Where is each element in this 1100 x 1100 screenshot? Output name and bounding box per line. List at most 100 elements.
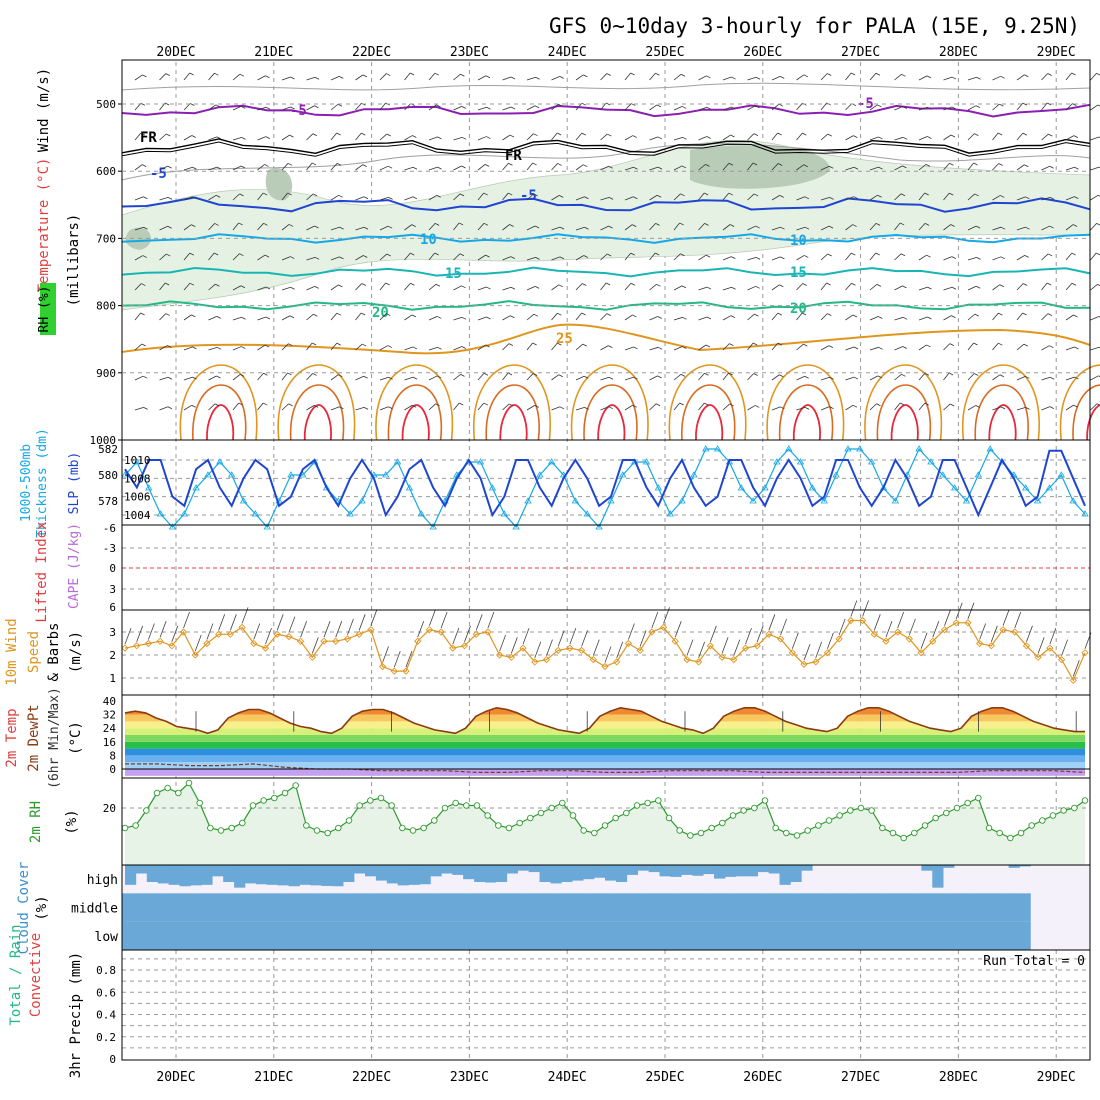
wind10m-point [858, 616, 867, 625]
wind-barb-10m [335, 621, 343, 638]
wind-barb [379, 196, 389, 201]
cloud-bar-middle [681, 893, 693, 922]
wind-barb [1000, 406, 1006, 410]
wind-barb [780, 406, 785, 410]
wind10m-point [975, 639, 984, 648]
wind-barb [526, 105, 536, 111]
wind-barb [461, 285, 466, 289]
wind-barb [412, 135, 417, 138]
cloud-bar-low [441, 921, 453, 950]
cloud-bar-middle [572, 893, 584, 922]
cloud-bar-edge [122, 893, 125, 950]
rh-point [612, 814, 619, 822]
wind-barb [191, 314, 196, 318]
cloud-bar-middle [1019, 893, 1031, 922]
wind-barb [483, 192, 488, 196]
wind-barb [673, 165, 683, 171]
wind-barb [526, 76, 536, 81]
wind-barb [404, 252, 411, 261]
wind10m-point [917, 649, 925, 657]
thickness-point [583, 510, 591, 517]
wind-barb-10m [1049, 627, 1057, 645]
wind-barb [606, 313, 612, 316]
thickness-point [642, 458, 651, 465]
wind-barb [1016, 255, 1025, 261]
wind-barb [437, 136, 442, 140]
wind-barb [753, 133, 759, 137]
date-label-bottom: 20DEC [156, 1070, 195, 1085]
wind-barb [167, 376, 173, 380]
wind-barb [526, 405, 535, 411]
wind-barb [355, 132, 362, 141]
precip-tick-label: 0.8 [96, 964, 116, 977]
wind-barb [655, 72, 660, 76]
rh-point [847, 807, 854, 814]
wind-barb [183, 224, 192, 231]
wind10m-point [296, 637, 305, 645]
wind-barb [1025, 196, 1030, 200]
wind-barb-10m [347, 618, 354, 636]
wind-barb [208, 346, 218, 351]
rh-shading [690, 145, 830, 189]
wind-barb [1071, 282, 1077, 286]
wind-barb [584, 406, 589, 410]
wind-barb [1041, 376, 1051, 381]
wind-barb [1041, 73, 1049, 81]
wind-barb [624, 376, 634, 381]
cloud-bar-low [474, 921, 486, 950]
wind-barb-10m [850, 600, 858, 617]
wind-barb [510, 315, 515, 319]
wind-barb [779, 195, 784, 198]
temp-tick-label: 40 [103, 695, 116, 708]
wind-barb [1096, 252, 1100, 256]
cloud-bar-low [768, 921, 780, 950]
wind-barb-10m [265, 627, 272, 645]
cloud-bar-high [397, 865, 409, 886]
thickness-point [1069, 497, 1077, 504]
wind-barb [1065, 103, 1073, 111]
cloud-bar-high [615, 865, 628, 882]
wind-barb [159, 253, 167, 261]
bl-contour-40 [1086, 404, 1100, 441]
wind10m-point [589, 655, 597, 664]
wind-barb [608, 196, 614, 200]
temp-contour-FR [121, 138, 1091, 155]
thickness-point [216, 458, 224, 465]
wind-barb [510, 256, 516, 259]
wind-barb-10m [686, 639, 694, 656]
wind-barb-10m [932, 621, 940, 638]
thickness-point [1033, 497, 1042, 504]
wind-barb [673, 285, 683, 291]
cloud-bar-low [452, 921, 464, 950]
wind-barb [281, 343, 289, 351]
wind-barb [600, 133, 608, 141]
wind10m-tick-label: 2 [109, 649, 116, 662]
wind-barb [722, 286, 732, 291]
cloud-bar-low [725, 921, 737, 950]
wind-barb [257, 344, 266, 351]
wind-barb [1090, 346, 1100, 351]
wind-barb [1022, 132, 1028, 136]
wind-barb [453, 165, 462, 171]
precip-tick-label: 0.2 [96, 1031, 116, 1044]
wind-barb [1090, 194, 1099, 201]
cloud-bar-high [288, 865, 300, 887]
cloud-bar-high [725, 865, 737, 877]
bl-contour-30 [375, 364, 454, 441]
rh-point [921, 822, 929, 829]
wind-barb [853, 376, 859, 380]
cloud-bar-middle [779, 893, 791, 922]
cloud-bar-middle [845, 893, 857, 922]
wind10m-point [1081, 649, 1089, 657]
cloud-bar-low [146, 921, 159, 950]
cloud-bar-low [735, 921, 748, 950]
rh-point [1039, 817, 1046, 824]
wind-barb [608, 406, 614, 410]
bl-contour-30 [570, 364, 649, 441]
wind10m-point [776, 635, 785, 643]
temp-band [125, 721, 1085, 729]
wind-barb [404, 376, 414, 381]
cloud-bar-high [1008, 865, 1020, 868]
wind-barb [624, 103, 632, 111]
temp-contour-25 [121, 323, 1091, 355]
